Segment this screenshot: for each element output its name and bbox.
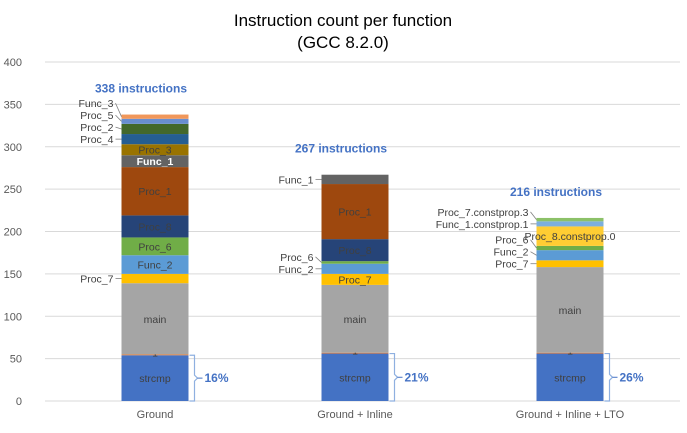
- segment-label: Proc_7: [338, 274, 371, 286]
- segment-label: Proc_6: [138, 241, 171, 253]
- y-tick-label: 0: [16, 396, 22, 408]
- segment-label: Proc_6: [280, 252, 313, 264]
- segment-label: Func_2: [137, 260, 172, 272]
- bar-segment-Func_2: [321, 263, 389, 274]
- bar-1: strcmp1mainProc_7Proc_8Proc_1Func_2Proc_…: [278, 142, 428, 421]
- bar-segment-strcmp: [121, 355, 189, 401]
- label-leader: [115, 102, 122, 117]
- chart-title: Instruction count per function: [234, 11, 452, 30]
- y-tick-label: 350: [4, 99, 22, 111]
- bar-segment-Func_1.constprop.1: [536, 221, 604, 227]
- segment-label: Proc_7: [80, 274, 113, 286]
- segment-label: Proc_1: [138, 186, 171, 198]
- bar-segment-Proc_6: [536, 245, 604, 251]
- segment-label: Proc_8: [338, 245, 371, 257]
- bar-segment-main: [536, 267, 604, 353]
- y-tick-label: 100: [4, 311, 22, 323]
- bar-segment-Proc_7.constprop.3: [536, 217, 604, 222]
- bar-segment-1: [321, 352, 389, 354]
- x-tick-label: Ground + Inline: [317, 409, 393, 421]
- segment-label: Func_3: [78, 98, 113, 110]
- bar-segment-Proc_2: [121, 123, 189, 135]
- bar-segment-Proc_3: [121, 144, 189, 156]
- bar-segment-Proc_8.constprop.0: [536, 226, 604, 246]
- strcmp-share-label: 21%: [405, 370, 429, 384]
- segment-label: strcmp: [339, 372, 371, 384]
- segment-label: Proc_8.constprop.0: [524, 231, 615, 243]
- segment-label: main: [144, 314, 167, 326]
- strcmp-bracket: [604, 352, 614, 402]
- label-leader: [530, 251, 537, 256]
- bar-segment-Func_2: [121, 255, 189, 274]
- bar-segment-Proc_6: [121, 237, 189, 256]
- strcmp-share-label: 26%: [620, 370, 644, 384]
- segment-label: main: [344, 314, 367, 326]
- y-tick-label: 400: [4, 57, 22, 69]
- y-tick-label: 50: [10, 354, 22, 366]
- bar-0: strcmp1mainFunc_2Proc_6Proc_8Proc_1Func_…: [78, 82, 228, 421]
- bar-segment-Proc_8: [121, 215, 189, 238]
- total-label: 216 instructions: [510, 185, 602, 199]
- bar-segment-Func_1: [121, 155, 189, 168]
- chart-subtitle: (GCC 8.2.0): [297, 33, 389, 52]
- total-label: 338 instructions: [95, 82, 187, 96]
- label-leader: [315, 256, 322, 263]
- bar-segment-1: [121, 354, 189, 356]
- segment-label: Proc_4: [80, 134, 113, 146]
- segment-label: Func_1.constprop.1: [436, 219, 529, 231]
- bar-segment-Proc_1: [321, 184, 389, 240]
- bar-segment-Proc_7: [321, 273, 389, 285]
- bar-segment-Func_1: [321, 174, 389, 185]
- segment-label: Proc_1: [338, 207, 371, 219]
- bar-segment-Proc_5: [121, 118, 189, 124]
- y-tick-label: 300: [4, 142, 22, 154]
- segment-label: Proc_2: [80, 122, 113, 134]
- bar-segment-Proc_7: [536, 260, 604, 268]
- segment-label: Proc_7.constprop.3: [437, 207, 528, 219]
- label-leader: [530, 211, 537, 220]
- strcmp-bracket: [189, 354, 199, 402]
- y-tick-label: 150: [4, 269, 22, 281]
- total-label: 267 instructions: [295, 142, 387, 156]
- label-leader: [115, 126, 122, 130]
- segment-label: Proc_6: [495, 235, 528, 247]
- segment-label: Func_1: [137, 156, 174, 168]
- segment-label: Proc_3: [138, 145, 171, 157]
- bar-segment-strcmp: [321, 353, 389, 401]
- bar-segment-main: [321, 284, 389, 353]
- bar-segment-Func_2: [536, 250, 604, 261]
- bar-segment-Func_3: [121, 114, 189, 119]
- bar-segment-1: [536, 352, 604, 354]
- bar-segment-Proc_8: [321, 239, 389, 262]
- bar-segment-Proc_7: [121, 273, 189, 284]
- bar-2: strcmp1mainProc_8.constprop.0Proc_7Func_…: [436, 185, 644, 421]
- bar-segment-Proc_6: [321, 261, 389, 264]
- segment-label: strcmp: [554, 372, 586, 384]
- label-leader: [115, 114, 122, 122]
- segment-label: Proc_7: [495, 259, 528, 271]
- label-leader: [530, 239, 537, 249]
- segment-label: main: [559, 305, 582, 317]
- bar-segment-Proc_4: [121, 134, 189, 145]
- y-tick-label: 250: [4, 184, 22, 196]
- segment-label: Func_2: [278, 264, 313, 276]
- bar-segment-strcmp: [536, 353, 604, 401]
- segment-label: Func_2: [493, 247, 528, 259]
- segment-label: strcmp: [139, 373, 171, 385]
- strcmp-bracket: [389, 352, 399, 402]
- segment-label: Proc_8: [138, 221, 171, 233]
- bar-segment-main: [121, 283, 189, 355]
- y-tick-label: 200: [4, 227, 22, 239]
- segment-label: Func_1: [278, 174, 313, 186]
- x-tick-label: Ground + Inline + LTO: [516, 409, 625, 421]
- x-tick-label: Ground: [137, 409, 174, 421]
- segment-label: Proc_5: [80, 110, 113, 122]
- bar-segment-Proc_1: [121, 167, 189, 216]
- strcmp-share-label: 16%: [205, 371, 229, 385]
